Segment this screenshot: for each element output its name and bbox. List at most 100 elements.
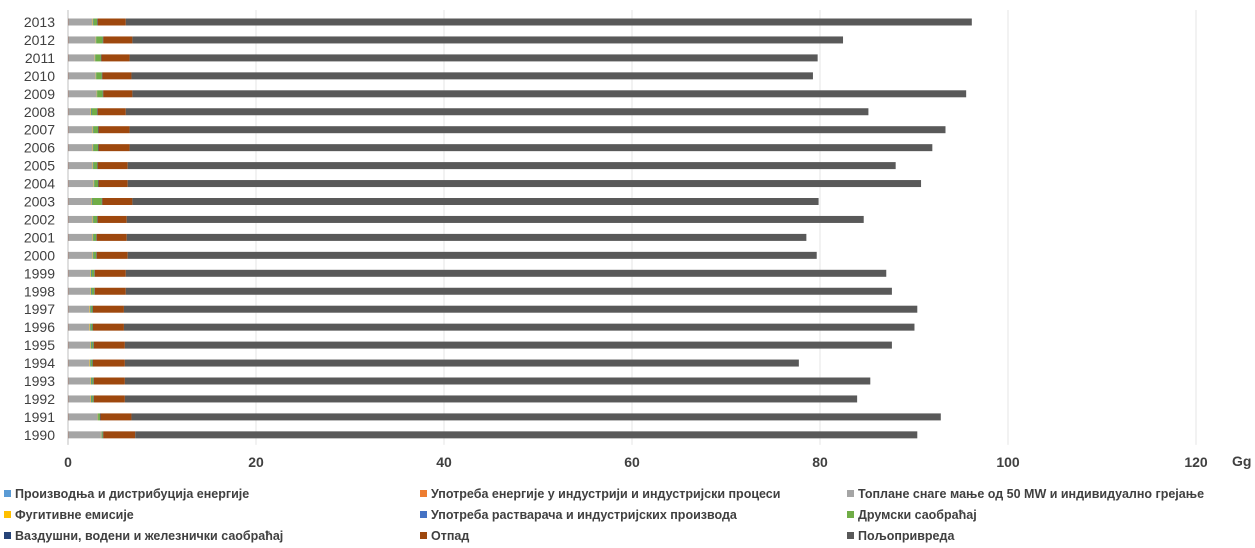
- bar-segment-8: [132, 90, 967, 98]
- bar-segment-8: [124, 341, 892, 349]
- y-tick-label: 2000: [24, 247, 55, 263]
- bar-segment-7: [98, 144, 130, 152]
- bar-segment-7: [96, 233, 127, 241]
- bar-segment-2: [68, 251, 93, 259]
- bar-segment-7: [96, 251, 128, 259]
- legend-swatch: [420, 511, 427, 518]
- bar-segment-2: [68, 90, 97, 98]
- legend-label: Пољопривреда: [858, 529, 955, 543]
- y-tick-label: 1997: [24, 301, 55, 317]
- y-tick-label: 1999: [24, 265, 55, 281]
- bar-segment-2: [68, 395, 91, 403]
- bar-segment-5: [92, 198, 102, 205]
- y-tick-label: 2012: [24, 32, 55, 48]
- bar-segment-5: [95, 54, 101, 62]
- bar-segment-2: [68, 54, 95, 62]
- x-tick-label: 20: [248, 454, 264, 470]
- bar-segment-7: [102, 72, 132, 80]
- bar-segment-5: [93, 233, 97, 241]
- bar-segment-5: [98, 413, 100, 421]
- legend-label: Друмски саобраћај: [858, 508, 977, 522]
- bar-segment-2: [68, 413, 98, 421]
- bar-segment-2: [68, 180, 94, 188]
- y-tick-label: 1990: [24, 427, 55, 443]
- bar-segment-2: [68, 305, 90, 313]
- x-tick-label: 100: [996, 454, 1020, 470]
- y-tick-label: 1993: [24, 373, 55, 389]
- y-tick-label: 1998: [24, 283, 55, 299]
- x-axis-unit: Gg: [1232, 453, 1251, 469]
- legend-swatch: [847, 511, 854, 518]
- legend-item: Ваздушни, водени и железнички саобраћај: [4, 528, 283, 544]
- y-tick-label: 1992: [24, 391, 55, 407]
- bar-segment-7: [101, 54, 130, 62]
- bar-segment-7: [97, 18, 126, 26]
- legend-swatch: [847, 532, 854, 539]
- y-tick-label: 2003: [24, 194, 55, 210]
- bar-segment-2: [68, 323, 90, 331]
- bar-segment-8: [129, 126, 946, 134]
- bar-segment-8: [126, 215, 864, 223]
- y-tick-label: 1994: [24, 355, 55, 371]
- legend-label: Отпад: [431, 529, 470, 543]
- bar-segment-7: [97, 108, 126, 116]
- bar-segment-8: [125, 18, 972, 26]
- y-tick-label: 2013: [24, 14, 55, 30]
- y-tick-label: 2001: [24, 229, 55, 245]
- bar-segment-5: [90, 323, 93, 331]
- y-tick-label: 2006: [24, 140, 55, 156]
- bar-segment-5: [96, 72, 102, 80]
- bar-segment-5: [90, 305, 93, 313]
- bar-segment-5: [93, 162, 98, 170]
- bar-segment-2: [68, 269, 91, 277]
- legend-label: Топлане снаге мање од 50 MW и индивидуал…: [858, 487, 1205, 501]
- bar-segment-5: [91, 269, 95, 277]
- y-tick-label: 2011: [25, 50, 55, 66]
- bar-segment-8: [123, 305, 918, 313]
- bar-segment-2: [68, 72, 96, 80]
- y-tick-label: 1995: [24, 337, 55, 353]
- bar-segment-2: [68, 144, 93, 152]
- legend-swatch: [4, 532, 11, 539]
- bar-segment-2: [68, 126, 93, 134]
- legend-label: Употреба енергије у индустрији и индустр…: [431, 487, 781, 501]
- y-tick-label: 2010: [24, 68, 55, 84]
- legend-item: Отпад: [420, 528, 469, 544]
- bar-segment-8: [124, 377, 871, 385]
- legend-label: Ваздушни, водени и железнички саобраћај: [15, 529, 284, 543]
- bar-segment-5: [91, 287, 95, 295]
- y-tick-label: 2007: [24, 122, 55, 138]
- legend-item: Производња и дистрибуција енергије: [4, 486, 249, 502]
- bar-segment-2: [68, 377, 91, 385]
- bar-segment-8: [127, 162, 896, 170]
- bar-segment-7: [93, 377, 125, 385]
- bar-segment-5: [96, 36, 103, 44]
- x-tick-labels: 0 20 40 60 80 100 120: [64, 454, 1208, 470]
- y-tick-label: 1991: [24, 409, 55, 425]
- legend-item: Друмски саобраћај: [847, 507, 977, 523]
- bar-segment-8: [127, 251, 817, 259]
- bar-segment-2: [68, 162, 93, 170]
- bar-segment-5: [93, 215, 98, 223]
- legend-item: Употреба растварача и индустријских прои…: [420, 507, 737, 523]
- bar-segment-8: [124, 359, 799, 367]
- legend-swatch: [4, 511, 11, 518]
- bar-segment-8: [125, 108, 869, 116]
- bar-segment-7: [103, 90, 133, 98]
- bar-segment-8: [125, 269, 887, 277]
- y-tick-labels: 2013 2012 2011 2010 2009 2008 2007 2006 2005 2004…: [24, 14, 55, 443]
- bar-segment-8: [123, 323, 915, 331]
- bar-segment-8: [132, 198, 819, 205]
- bar-segment-8: [135, 431, 918, 439]
- bar-segment-8: [129, 144, 933, 152]
- bar-segment-8: [124, 395, 858, 403]
- bar-segment-2: [68, 198, 92, 205]
- stacked-bar-chart: 2013201220112010200920082007200620052004…: [24, 10, 1251, 470]
- y-tick-label: 1996: [24, 319, 55, 335]
- legend-swatch: [847, 490, 854, 497]
- bar-segment-7: [103, 431, 136, 439]
- legend-swatch: [420, 532, 427, 539]
- bar-segment-2: [68, 233, 93, 241]
- bar-segment-7: [94, 269, 126, 277]
- bar-segment-7: [97, 215, 127, 223]
